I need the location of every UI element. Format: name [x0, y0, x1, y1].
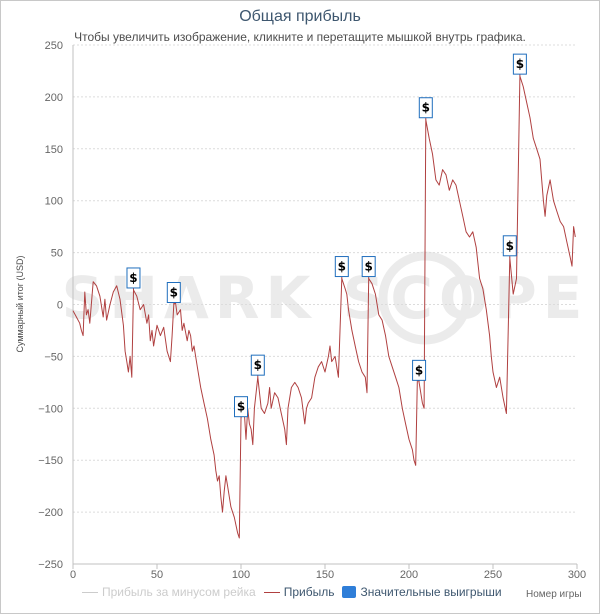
- big-win-dollar-icon: $: [506, 239, 514, 253]
- legend-rake-line-icon: [82, 591, 98, 593]
- x-tick-label: 0: [70, 569, 76, 581]
- y-tick-label: −150: [38, 455, 63, 467]
- legend-item-profit[interactable]: Прибыль: [263, 585, 335, 599]
- legend-big-wins-label: Значительные выигрыши: [360, 585, 502, 599]
- big-win-flag[interactable]: [250, 354, 265, 376]
- big-win-dollar-icon: $: [422, 101, 430, 115]
- y-tick-label: 250: [45, 40, 63, 52]
- y-tick-label: 50: [51, 248, 63, 260]
- big-win-flag[interactable]: [412, 359, 427, 381]
- big-win-dollar-icon: $: [338, 260, 346, 274]
- y-tick-label: −250: [38, 559, 63, 571]
- y-tick-label: 0: [57, 300, 63, 312]
- chart-title: Общая прибыль: [239, 8, 361, 25]
- chart-legend: Прибыль за минусом рейка Прибыль Значите…: [82, 584, 510, 600]
- x-tick-label: 300: [568, 569, 586, 581]
- legend-big-wins-swatch-icon: [342, 586, 357, 598]
- big-win-flag[interactable]: [334, 256, 349, 278]
- legend-item-big-wins[interactable]: Значительные выигрыши: [342, 585, 502, 599]
- legend-item-rake[interactable]: Прибыль за минусом рейка: [82, 585, 256, 599]
- y-tick-label: 100: [45, 196, 63, 208]
- big-win-flag[interactable]: [512, 53, 527, 75]
- big-win-flag[interactable]: [234, 396, 248, 418]
- big-win-dollar-icon: $: [237, 400, 245, 414]
- x-tick-label: 250: [484, 569, 502, 581]
- big-win-flag[interactable]: [126, 267, 141, 289]
- big-win-dollar-icon: $: [516, 57, 524, 71]
- x-tick-label: 150: [316, 569, 334, 581]
- big-win-flag[interactable]: [418, 97, 433, 119]
- y-tick-label: −100: [38, 403, 63, 415]
- x-tick-label: 100: [232, 569, 250, 581]
- big-win-dollar-icon: $: [365, 260, 373, 274]
- legend-profit-line-icon: [263, 591, 280, 593]
- x-axis-label: Номер игры: [526, 589, 582, 600]
- big-win-dollar-icon: $: [415, 363, 423, 377]
- big-win-flag[interactable]: [166, 282, 181, 303]
- big-win-flag[interactable]: [502, 235, 517, 257]
- big-win-dollar-icon: $: [129, 271, 137, 285]
- legend-rake-label: Прибыль за минусом рейка: [102, 585, 256, 599]
- y-tick-label: −200: [38, 507, 63, 519]
- y-tick-label: −50: [44, 351, 63, 363]
- series-line-profit[interactable]: [72, 75, 576, 539]
- chart-subtitle: Чтобы увеличить изображение, кликните и …: [74, 30, 526, 44]
- watermark-text: SHARK SCOPE: [62, 264, 589, 332]
- legend-profit-label: Прибыль: [283, 585, 335, 599]
- big-win-dollar-icon: $: [170, 286, 178, 300]
- y-tick-label: 150: [45, 144, 63, 156]
- x-tick-label: 200: [400, 569, 418, 581]
- x-tick-label: 50: [151, 569, 163, 581]
- big-win-flag[interactable]: [361, 256, 376, 278]
- y-tick-label: 200: [45, 92, 63, 104]
- big-win-dollar-icon: $: [254, 358, 262, 372]
